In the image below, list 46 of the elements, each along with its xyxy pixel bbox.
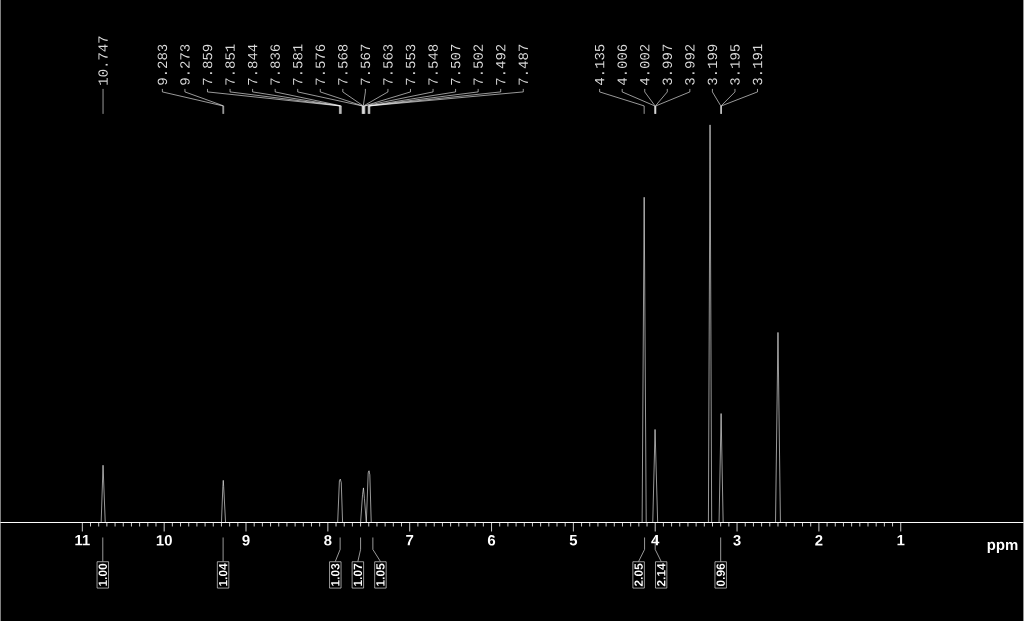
text: 7.567 [360, 44, 371, 85]
annotation: 0.96 [716, 563, 725, 586]
x-tick-label: 1 [897, 534, 905, 546]
annotation: 2.05 [634, 563, 643, 586]
x-tick-label: 2 [815, 534, 823, 546]
x-tick-label: 4 [651, 534, 660, 546]
x-axis-title: ppm [987, 541, 1018, 553]
text: 9.283 [157, 44, 168, 85]
text: 7.581 [292, 44, 303, 85]
x-tick-label: 11 [75, 534, 90, 546]
annotation: 1.05 [376, 563, 385, 586]
text: 3.191 [752, 44, 763, 85]
text: 7.487 [518, 44, 529, 85]
text: 3.195 [730, 44, 740, 85]
x-tick-label: 5 [569, 534, 578, 546]
x-tick-label: 6 [487, 534, 496, 546]
annotation: 2.14 [656, 563, 666, 586]
text: 7.548 [428, 44, 438, 85]
x-tick-label: 9 [242, 534, 250, 546]
text: 4.006 [617, 44, 627, 85]
text: 4.002 [639, 44, 650, 85]
text: 9.273 [180, 44, 190, 85]
text: 7.563 [383, 44, 393, 85]
x-tick-label: 8 [324, 534, 332, 546]
text: 7.568 [338, 44, 348, 85]
annotation: 1.07 [353, 563, 363, 586]
text: 7.502 [473, 44, 483, 85]
x-tick-label: 3 [733, 534, 741, 546]
x-tick-label: 10 [156, 534, 172, 546]
text: 10.747 [98, 36, 108, 85]
text: 7.576 [315, 44, 326, 85]
text: 3.992 [685, 44, 695, 85]
annotation: 1.04 [218, 563, 228, 586]
x-tick-label: 7 [406, 534, 414, 546]
annotation: 1.03 [331, 563, 340, 586]
text: 7.844 [247, 44, 258, 85]
text: 7.553 [405, 44, 416, 85]
text: 3.199 [707, 44, 718, 85]
text: 4.135 [594, 44, 605, 85]
text: 7.851 [225, 44, 235, 85]
text: 7.492 [495, 44, 506, 85]
text: 3.997 [662, 44, 673, 85]
annotation: 1.00 [98, 563, 108, 586]
text: 7.836 [270, 44, 280, 85]
text: 7.507 [450, 44, 461, 85]
text: 7.859 [202, 44, 213, 85]
